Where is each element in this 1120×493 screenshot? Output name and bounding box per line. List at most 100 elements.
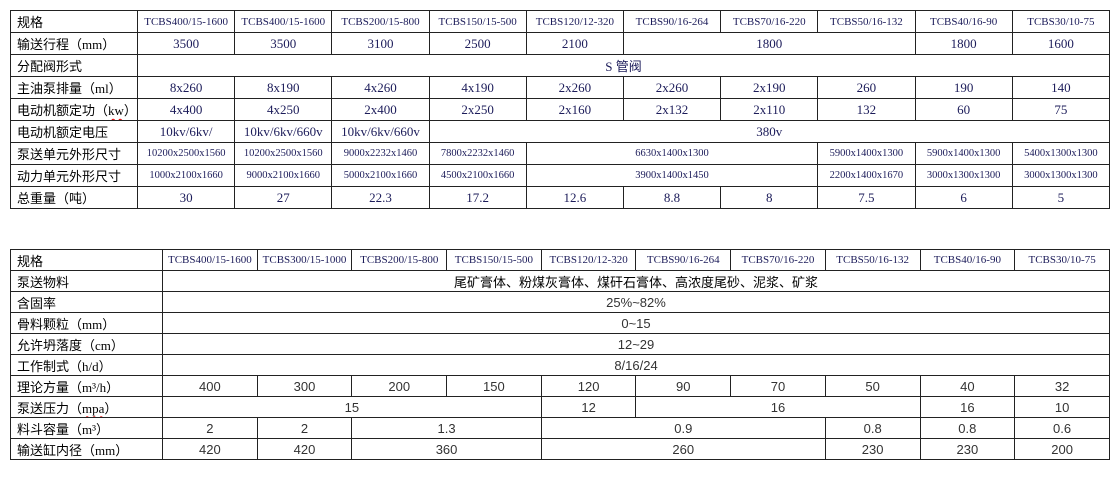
column-header: TCBS90/16-264: [622, 10, 722, 33]
column-header: TCBS90/16-264: [635, 249, 732, 271]
cell: 8x190: [234, 76, 333, 99]
cell: 9000x2100x1660: [234, 164, 333, 187]
cell: 380v: [428, 120, 1111, 143]
cell: 16: [919, 396, 1016, 418]
cell: 12~29: [162, 333, 1110, 355]
cell: 10kv/6kv/660v: [234, 120, 333, 143]
cell: 7.5: [817, 186, 916, 209]
cell: 3000x1300x1300: [1011, 164, 1111, 187]
cell: 6: [914, 186, 1013, 209]
cell: 10kv/6kv/660v: [331, 120, 430, 143]
cell: 8x260: [136, 76, 236, 99]
spec-table-1: 规格 TCBS400/15-1600 TCBS400/15-1600 TCBS200/…: [10, 10, 1111, 209]
cell: 2500: [428, 32, 527, 55]
cell: 尾矿膏体、粉煤灰膏体、煤矸石膏体、高浓度尾砂、泥浆、矿浆: [162, 270, 1110, 292]
table-row: 电动机额定功（kw） 4x400 4x250 2x400 2x250 2x160 2x132…: [10, 98, 1111, 121]
cell: 4x190: [428, 76, 527, 99]
cell: 5900x1400x1300: [817, 142, 916, 165]
cell: 120: [540, 375, 637, 397]
table-row: 动力单元外形尺寸 1000x2100x1660 9000x2100x1660 5000…: [10, 164, 1111, 187]
cell: 6630x1400x1300: [525, 142, 819, 165]
cell: 190: [914, 76, 1013, 99]
row-label-text: 电动机额定功（: [17, 103, 109, 118]
cell: 2x260: [525, 76, 624, 99]
cell: 2100: [525, 32, 624, 55]
cell: 2x110: [720, 98, 819, 121]
cell: 260: [817, 76, 916, 99]
column-header: TCBS40/16-90: [914, 10, 1013, 33]
row-label: 动力单元外形尺寸: [10, 164, 138, 187]
cell: 0.9: [540, 417, 826, 439]
cell: 2x260: [622, 76, 722, 99]
table-row: 工作制式（h/d） 8/16/24: [10, 354, 1110, 376]
row-label: 主油泵排量（ml）: [10, 76, 138, 99]
row-label: 理论方量（m³/h）: [10, 375, 163, 397]
cell: 420: [162, 438, 258, 460]
cell: 10kv/6kv/: [136, 120, 236, 143]
cell: 8/16/24: [162, 354, 1110, 376]
cell: 17.2: [428, 186, 527, 209]
cell: 300: [256, 375, 353, 397]
cell: 10: [1014, 396, 1110, 418]
cell: 27: [234, 186, 333, 209]
spec-table-2: 规格 TCBS400/15-1600 TCBS300/15-1000 TCBS200/…: [10, 249, 1110, 460]
cell: 3000x1300x1300: [914, 164, 1013, 187]
cell: 5900x1400x1300: [914, 142, 1013, 165]
cell: 12.6: [525, 186, 624, 209]
column-header: TCBS150/15-500: [446, 249, 542, 271]
table-row: 总重量（吨） 30 27 22.3 17.2 12.6 8.8 8 7.5 6 5: [10, 186, 1111, 209]
cell: 200: [1014, 438, 1110, 460]
cell: 1600: [1011, 32, 1111, 55]
table-row: 输送行程（mm） 3500 3500 3100 2500 2100 1800 1800 1600: [10, 32, 1111, 55]
cell: 2200x1400x1670: [817, 164, 916, 187]
table-row: 理论方量（m³/h） 400 300 200 150 120 90 70 50 40 32: [10, 375, 1110, 397]
cell: 140: [1011, 76, 1111, 99]
spellcheck-underlined-text: mpa: [82, 400, 105, 416]
header-row: 规格 TCBS400/15-1600 TCBS300/15-1000 TCBS200/…: [10, 249, 1110, 271]
cell: 230: [824, 438, 921, 460]
row-label: 分配阀形式: [10, 54, 138, 77]
column-header: TCBS300/15-1000: [256, 249, 353, 271]
table-row: 电动机额定电压 10kv/6kv/10kv/6kv/660v 10kv/6kv/66…: [10, 120, 1111, 143]
table-row: 输送缸内径（mm） 420 420 360 260 230 230 200: [10, 438, 1110, 460]
cell: 10200x2500x1560: [234, 142, 333, 165]
column-header: TCBS40/16-90: [919, 249, 1016, 271]
cell: 50: [824, 375, 921, 397]
cell: 30: [136, 186, 236, 209]
cell: 3500: [234, 32, 333, 55]
column-header: TCBS400/15-1600: [162, 249, 258, 271]
cell: 8.8: [622, 186, 722, 209]
row-label: 泵送单元外形尺寸: [10, 142, 138, 165]
table-row: 允许坍落度（cm） 12~29: [10, 333, 1110, 355]
cell: 260: [540, 438, 826, 460]
cell: 150: [446, 375, 542, 397]
cell: 1800: [622, 32, 916, 55]
cell: 25%~82%: [162, 291, 1110, 313]
cell: 75: [1011, 98, 1111, 121]
row-label: 电动机额定电压: [10, 120, 138, 143]
cell: 400: [162, 375, 258, 397]
cell: 90: [635, 375, 732, 397]
row-label: 含固率: [10, 291, 163, 313]
cell: 2x132: [622, 98, 722, 121]
cell: 2x190: [720, 76, 819, 99]
table-row: 泵送单元外形尺寸 10200x2500x1560 10200x2500x1560 90…: [10, 142, 1111, 165]
row-label: 工作制式（h/d）: [10, 354, 163, 376]
column-header: TCBS200/15-800: [331, 10, 430, 33]
row-label-text: ）: [104, 400, 118, 416]
row-label: 骨料颗粒（mm）: [10, 312, 163, 334]
row-label: 电动机额定功（kw）: [10, 98, 138, 121]
table-row: 泵送压力（mpa） 15 12 16 16 10: [10, 396, 1110, 418]
spellcheck-underlined-text: kw: [108, 103, 124, 118]
cell: 2: [256, 417, 353, 439]
row-label: 允许坍落度（cm）: [10, 333, 163, 355]
cell: 12: [540, 396, 637, 418]
table-row: 主油泵排量（ml） 8x260 8x190 4x260 4x190 2x260 2x260 2…: [10, 76, 1111, 99]
cell: 3500: [136, 32, 236, 55]
column-header: TCBS70/16-220: [730, 249, 826, 271]
cell: 0.6: [1014, 417, 1110, 439]
cell: 0.8: [919, 417, 1016, 439]
cell: 22.3: [331, 186, 430, 209]
cell: 4500x2100x1660: [428, 164, 527, 187]
table-row: 分配阀形式 S 管阀: [10, 54, 1110, 77]
